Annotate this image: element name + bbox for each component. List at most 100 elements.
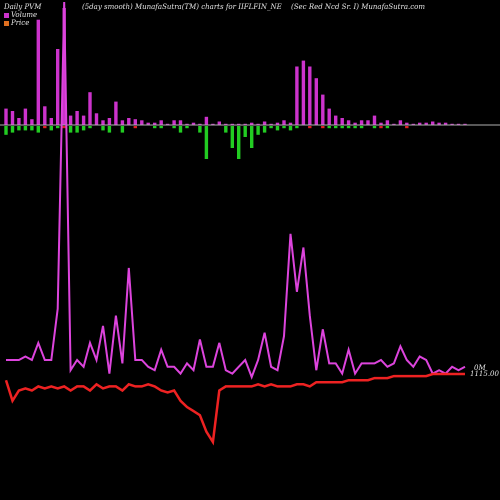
up-volume-bar bbox=[107, 126, 112, 133]
volume-bar bbox=[36, 19, 40, 126]
up-volume-bar bbox=[353, 126, 357, 129]
up-volume-bar bbox=[185, 126, 189, 129]
up-volume-bar bbox=[204, 126, 209, 159]
up-volume-bar bbox=[88, 126, 92, 129]
up-volume-bar bbox=[49, 126, 53, 131]
volume-bar bbox=[269, 123, 273, 125]
up-volume-bar bbox=[159, 126, 163, 129]
volume-bar bbox=[224, 123, 228, 125]
up-volume-bar bbox=[385, 126, 390, 129]
volume-bar bbox=[4, 108, 8, 125]
volume-bar bbox=[275, 122, 280, 125]
volume-bar bbox=[114, 101, 118, 125]
volume-bar bbox=[23, 108, 28, 125]
chart-source: (Sec Red Ncd Sr. I) MunafaSutra.com bbox=[291, 3, 425, 11]
volume-bar bbox=[353, 122, 357, 125]
volume-bar bbox=[191, 122, 196, 125]
volume-bar bbox=[398, 120, 403, 125]
volume-bar bbox=[392, 123, 396, 125]
price-line bbox=[4, 372, 465, 446]
price-end-label: 1115.00 bbox=[470, 370, 499, 378]
volume-bar bbox=[185, 123, 189, 125]
volume-bar bbox=[146, 122, 150, 125]
volume-bar bbox=[133, 119, 137, 126]
volume-bar bbox=[56, 49, 60, 125]
down-volume-bar bbox=[308, 126, 312, 129]
up-volume-bar bbox=[262, 126, 267, 133]
up-volume-bar bbox=[56, 126, 60, 129]
down-volume-bar bbox=[133, 126, 137, 129]
legend-price-swatch bbox=[4, 20, 9, 26]
down-volume-bar bbox=[405, 126, 409, 129]
volume-bar bbox=[237, 123, 241, 125]
volume-end-label: 0M bbox=[474, 364, 486, 372]
up-volume-bar bbox=[275, 126, 280, 131]
volume-bar bbox=[424, 122, 428, 125]
volume-bar bbox=[88, 92, 92, 125]
down-volume-bar bbox=[379, 126, 383, 129]
volume-bar bbox=[243, 123, 247, 125]
volume-bar bbox=[327, 108, 331, 125]
volume-bar bbox=[385, 120, 390, 125]
down-volume-bar bbox=[43, 126, 47, 129]
up-volume-bar bbox=[36, 126, 40, 133]
down-volume-bar bbox=[321, 126, 325, 129]
volume-bar bbox=[94, 113, 99, 125]
volume-bar bbox=[288, 122, 293, 125]
up-volume-bar bbox=[250, 126, 254, 148]
volume-bar bbox=[366, 120, 370, 125]
up-volume-bar bbox=[68, 126, 73, 133]
volume-bar bbox=[418, 122, 422, 125]
up-volume-bar bbox=[224, 126, 228, 133]
volume-bar bbox=[431, 121, 435, 125]
chart-label-left: Daily PVM bbox=[4, 3, 42, 11]
up-volume-bar bbox=[178, 126, 183, 133]
volume-bar bbox=[49, 118, 53, 125]
up-volume-bar bbox=[237, 126, 241, 159]
volume-bar bbox=[450, 123, 454, 125]
up-volume-bar bbox=[101, 126, 105, 131]
volume-bar bbox=[43, 106, 47, 125]
up-volume-bar bbox=[81, 126, 86, 131]
up-volume-bar bbox=[334, 126, 338, 129]
up-volume-bar bbox=[4, 126, 8, 135]
legend-price-label: Price bbox=[11, 19, 30, 27]
volume-bar bbox=[282, 120, 286, 125]
volume-bar bbox=[411, 123, 415, 125]
up-volume-bar bbox=[327, 126, 331, 129]
volume-bar bbox=[295, 66, 299, 125]
volume-bar bbox=[165, 123, 170, 125]
volume-bar bbox=[314, 78, 318, 125]
volume-bar bbox=[178, 120, 183, 125]
volume-bar bbox=[456, 123, 461, 125]
volume-bar bbox=[443, 122, 448, 125]
volume-bar bbox=[75, 111, 79, 125]
up-volume-bar bbox=[10, 126, 15, 133]
legend-volume: Volume bbox=[4, 11, 37, 19]
volume-bar bbox=[334, 115, 338, 125]
up-volume-bar bbox=[256, 126, 260, 135]
volume-bar bbox=[101, 120, 105, 125]
up-volume-bar bbox=[269, 126, 273, 129]
up-volume-bar bbox=[288, 126, 293, 131]
volume-bar bbox=[107, 118, 112, 125]
up-volume-bar bbox=[30, 126, 34, 131]
volume-bar bbox=[120, 120, 125, 125]
volume-bar bbox=[204, 116, 209, 125]
up-volume-bar bbox=[230, 126, 234, 148]
up-volume-bar bbox=[23, 126, 28, 131]
legend-volume-swatch bbox=[4, 12, 9, 18]
volume-bar bbox=[10, 111, 15, 125]
volume-bar bbox=[256, 123, 260, 125]
volume-bar bbox=[463, 123, 467, 125]
volume-bar bbox=[359, 120, 364, 125]
up-volume-bar bbox=[359, 126, 364, 129]
volume-bar bbox=[301, 60, 306, 125]
volume-line bbox=[6, 1, 466, 380]
volume-bar bbox=[308, 66, 312, 125]
volume-bar bbox=[321, 94, 325, 125]
volume-bar bbox=[346, 120, 351, 125]
volume-bar bbox=[30, 119, 34, 126]
up-volume-bar bbox=[120, 126, 125, 133]
